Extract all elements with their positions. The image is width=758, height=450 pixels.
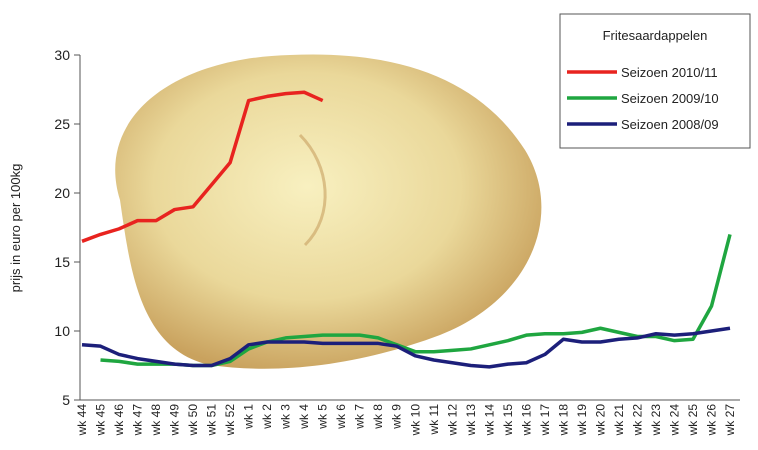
y-tick-label: 15 xyxy=(54,254,70,270)
x-tick-label: wk 22 xyxy=(630,404,644,437)
series-line xyxy=(81,326,731,369)
legend-label: Seizoen 2008/09 xyxy=(621,117,719,132)
x-tick-label: wk 51 xyxy=(205,404,219,437)
x-tick-label: wk 48 xyxy=(149,404,163,437)
x-tick-label: wk 2 xyxy=(260,404,274,430)
x-tick-label: wk 26 xyxy=(704,404,718,437)
legend-title: Fritesaardappelen xyxy=(603,28,708,43)
x-tick-label: wk 11 xyxy=(427,404,441,436)
legend-box xyxy=(559,13,751,149)
y-tick-label: 25 xyxy=(54,116,70,132)
x-tick-label: wk 13 xyxy=(464,404,478,437)
x-tick-label: wk 8 xyxy=(371,404,385,430)
legend-label: Seizoen 2010/11 xyxy=(621,65,718,80)
x-tick-label: wk 23 xyxy=(649,404,663,437)
x-tick-label: wk 20 xyxy=(593,404,607,437)
x-tick-label: wk 46 xyxy=(112,404,126,437)
y-tick-label: 10 xyxy=(54,323,70,339)
x-tick-label: wk 50 xyxy=(186,404,200,437)
axes xyxy=(79,55,740,401)
x-tick-label: wk 52 xyxy=(223,404,237,437)
x-tick-label: wk 17 xyxy=(538,404,552,437)
x-tick-label: wk 3 xyxy=(279,404,293,430)
x-tick-label: wk 1 xyxy=(242,404,256,430)
x-tick-label: wk 4 xyxy=(297,404,311,430)
x-tick-label: wk 47 xyxy=(131,404,145,437)
x-tick-label: wk 14 xyxy=(482,404,496,437)
legend-label: Seizoen 2009/10 xyxy=(621,91,719,106)
x-tick-label: wk 44 xyxy=(75,404,89,437)
x-tick-label: wk 9 xyxy=(390,404,404,430)
potato-illustration xyxy=(115,54,542,369)
x-tick-label: wk 18 xyxy=(556,404,570,437)
x-tick-label: wk 15 xyxy=(501,404,515,437)
x-tick-label: wk 49 xyxy=(168,404,182,437)
x-tick-label: wk 12 xyxy=(445,404,459,437)
x-tick-label: wk 27 xyxy=(723,404,737,437)
y-axis-label: prijs in euro per 100kg xyxy=(8,164,23,293)
x-tick-label: wk 45 xyxy=(94,404,108,437)
y-tick-label: 20 xyxy=(54,185,70,201)
legend: Fritesaardappelen xyxy=(559,13,751,149)
x-tick-label: wk 16 xyxy=(519,404,533,437)
y-tick-label: 5 xyxy=(62,392,70,408)
y-tick-label: 30 xyxy=(54,47,70,63)
x-tick-label: wk 6 xyxy=(334,404,348,430)
x-tick-label: wk 10 xyxy=(408,404,422,437)
x-tick-label: wk 25 xyxy=(686,404,700,437)
x-tick-label: wk 19 xyxy=(575,404,589,437)
x-tick-label: wk 21 xyxy=(612,404,626,437)
series-line xyxy=(81,90,324,243)
x-tick-label: wk 7 xyxy=(353,404,367,430)
x-tick-label: wk 5 xyxy=(316,404,330,430)
x-tick-label: wk 24 xyxy=(667,404,681,437)
